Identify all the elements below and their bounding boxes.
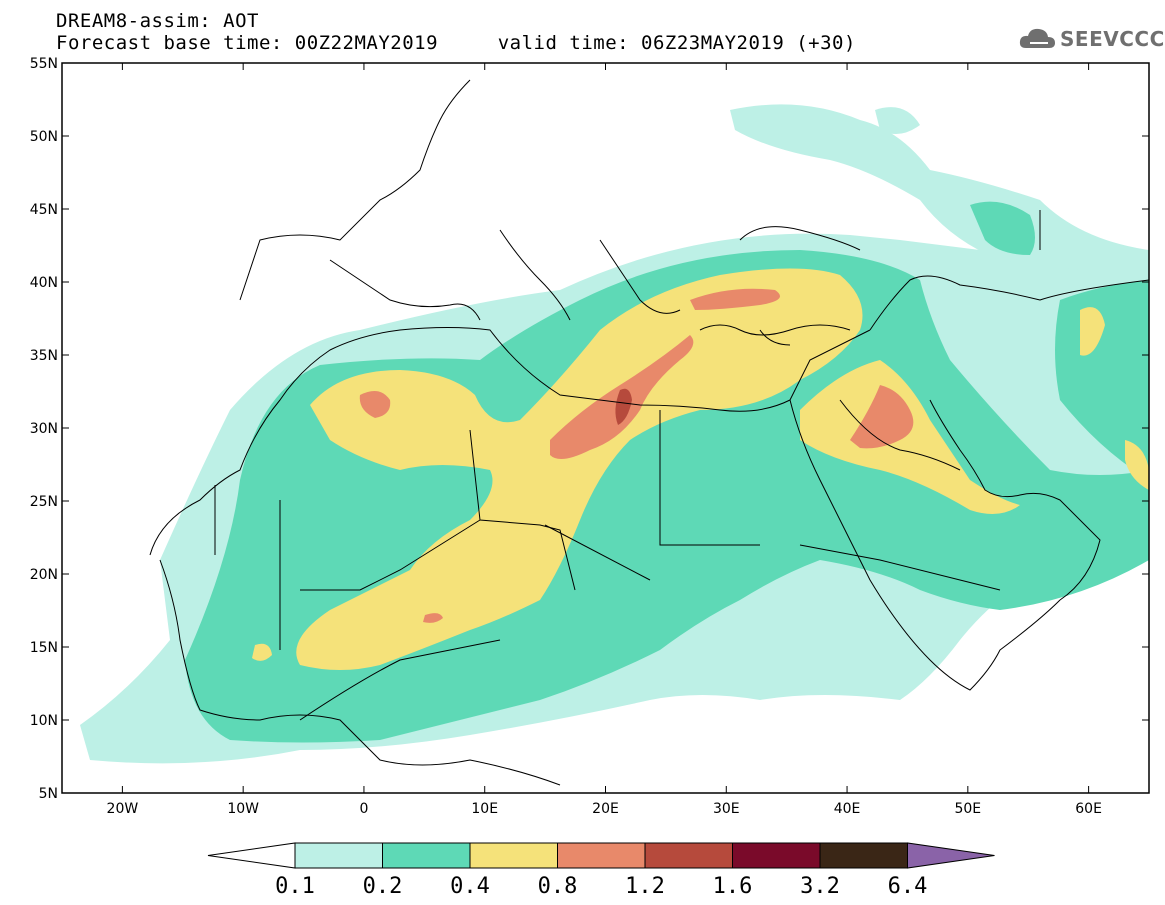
colorbar-upper-arrow — [907, 842, 995, 869]
lat-tick-label: 5N — [39, 786, 58, 802]
aot-band-0.4-0.8 — [252, 268, 1149, 670]
colorbar-segment — [557, 842, 646, 869]
colorbar-level-label: 0.1 — [275, 874, 315, 899]
lon-tick-label: 20E — [592, 801, 619, 817]
longitude-axis: 20W 10W 0 10E 20E 30E 40E 50E 60E — [107, 63, 1102, 817]
lon-tick-label: 10E — [471, 801, 498, 817]
colorbar-level-label: 0.2 — [363, 874, 403, 899]
coastlines-and-borders — [149, 79, 1149, 786]
seevccc-logo: SEEVCCC — [1018, 24, 1164, 54]
cloud-icon — [1019, 28, 1055, 48]
aot-band-1.2-1.6 — [615, 388, 632, 425]
lat-tick-label: 30N — [30, 421, 58, 437]
lon-tick-label: 60E — [1075, 801, 1102, 817]
lat-tick-label: 55N — [30, 56, 58, 72]
lat-tick-label: 50N — [30, 129, 58, 145]
lat-tick-label: 10N — [30, 713, 58, 729]
lon-tick-label: 30E — [713, 801, 740, 817]
colorbar-segment — [382, 842, 471, 869]
colorbar-level-label: 6.4 — [888, 874, 928, 899]
colorbar-segment — [732, 842, 821, 869]
colorbar-segment — [294, 842, 383, 869]
lat-tick-label: 35N — [30, 348, 58, 364]
lon-tick-label: 20W — [107, 801, 139, 817]
lon-tick-label: 10W — [227, 801, 259, 817]
map-title: DREAM8-assim: AOT — [56, 10, 259, 32]
colorbar-segment — [469, 842, 558, 869]
colorbar-level-label: 0.4 — [450, 874, 490, 899]
colorbar-segment — [819, 842, 908, 869]
colorbar-lower-arrow — [207, 842, 296, 869]
colorbar-level-label: 3.2 — [800, 874, 840, 899]
lon-tick-label: 40E — [834, 801, 861, 817]
colorbar-level-label: 1.2 — [625, 874, 665, 899]
lat-tick-label: 15N — [30, 640, 58, 656]
latitude-axis: 55N 50N 45N 40N 35N 30N 25N 20N 15N 10N 5N — [30, 56, 1149, 802]
colorbar-segment — [644, 842, 733, 869]
lon-tick-label: 50E — [954, 801, 981, 817]
lat-tick-label: 20N — [30, 567, 58, 583]
aot-contours — [80, 104, 1149, 764]
colorbar-level-label: 0.8 — [538, 874, 578, 899]
lon-tick-label: 0 — [359, 801, 368, 817]
logo-text: SEEVCCC — [1060, 27, 1165, 51]
forecast-time-subtitle: Forecast base time: 00Z22MAY2019 valid t… — [56, 32, 856, 54]
lat-tick-label: 45N — [30, 202, 58, 218]
colorbar-level-label: 1.6 — [713, 874, 753, 899]
lat-tick-label: 25N — [30, 494, 58, 510]
colorbar-legend: 0.1 0.2 0.4 0.8 1.2 1.6 3.2 6.4 — [207, 842, 995, 899]
lat-tick-label: 40N — [30, 275, 58, 291]
